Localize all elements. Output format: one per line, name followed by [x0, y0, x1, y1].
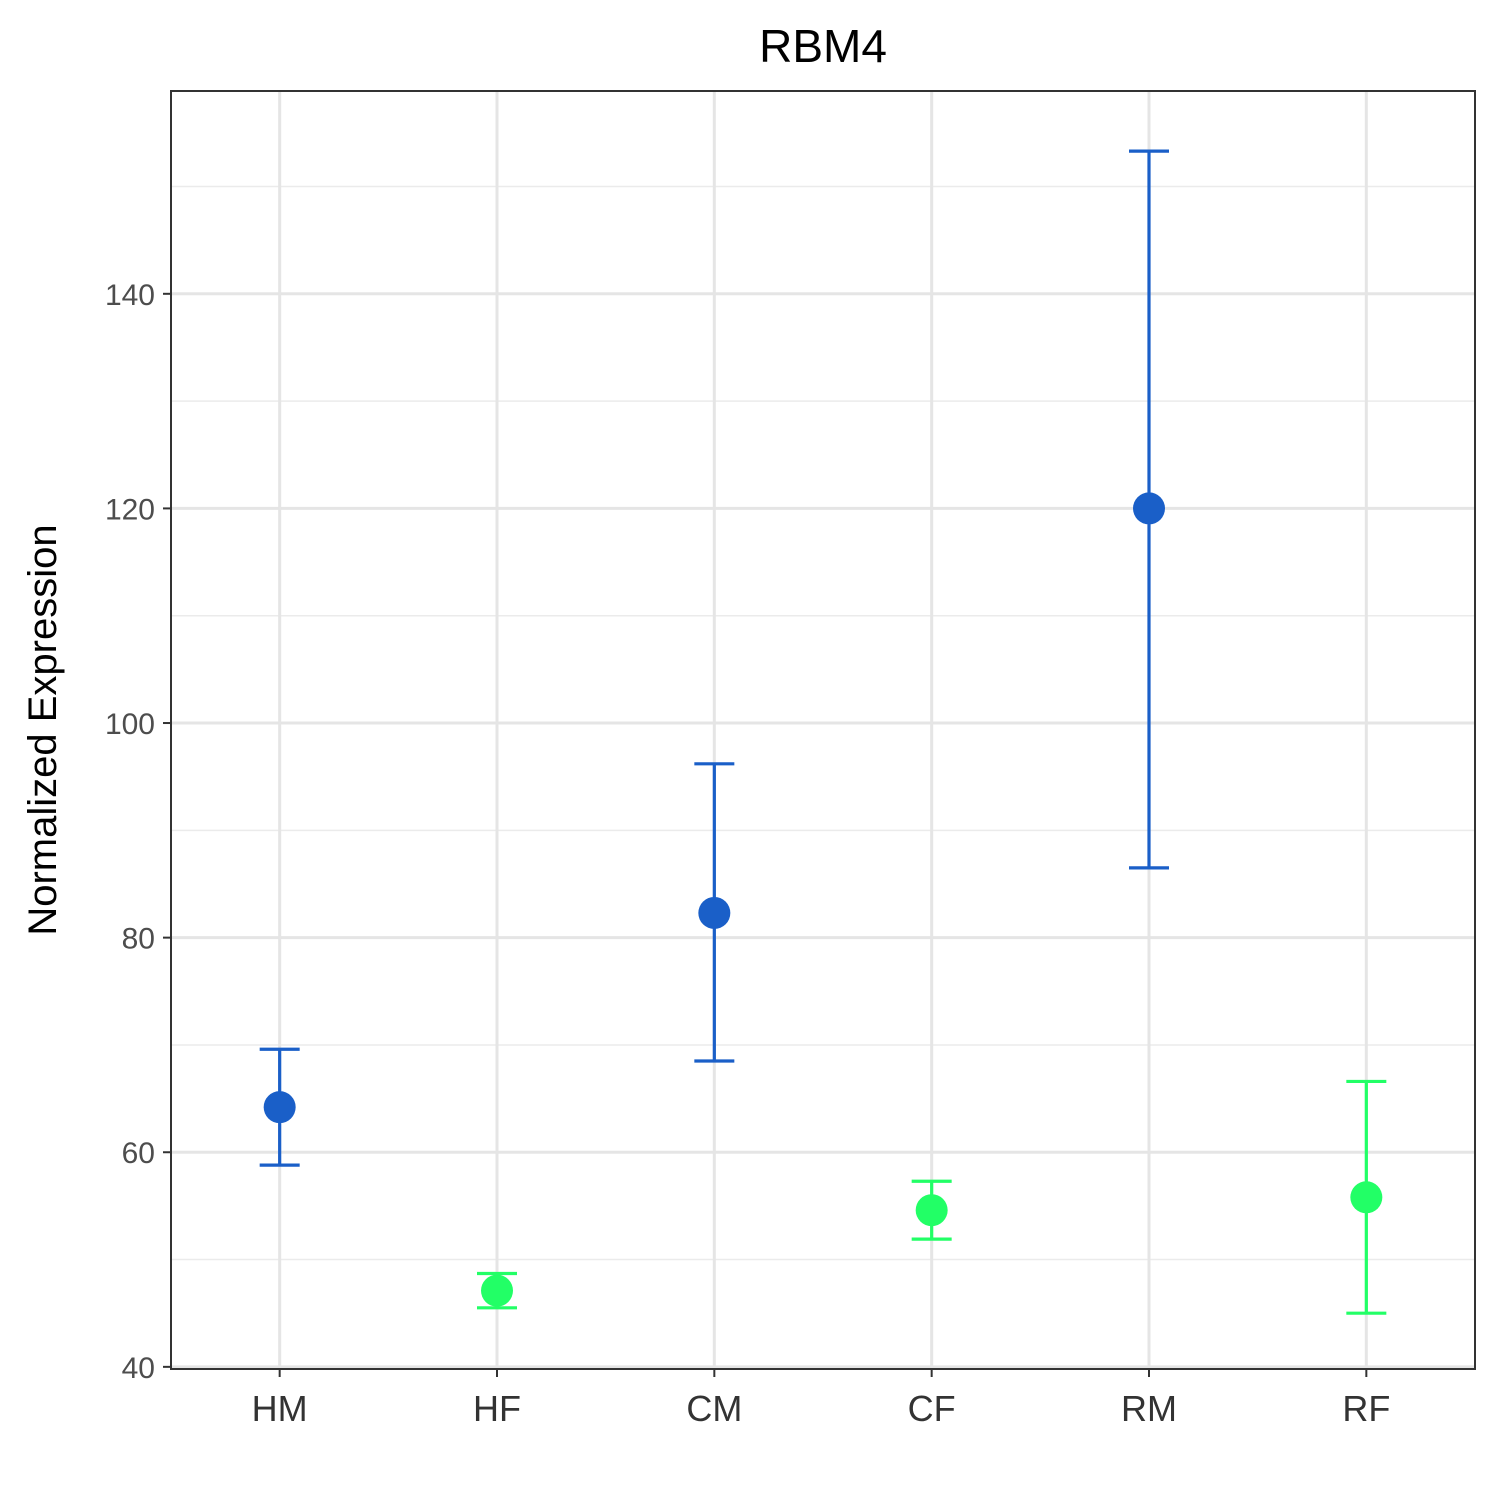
x-tick-label: HF [473, 1388, 521, 1429]
data-point [1133, 492, 1165, 525]
y-axis-label: Normalized Expression [21, 524, 65, 935]
y-tick-label: 100 [105, 708, 155, 741]
panel-border [170, 90, 1476, 1370]
x-tick-label: CF [908, 1388, 956, 1429]
y-tick-label: 120 [105, 493, 155, 526]
data-point [263, 1091, 296, 1124]
x-tick-label: RF [1342, 1388, 1390, 1429]
y-tick-label: 140 [105, 279, 155, 312]
panel-background [171, 91, 1475, 1369]
y-tick-label: 40 [122, 1352, 155, 1385]
y-tick-label: 60 [122, 1137, 155, 1170]
y-tick-label: 80 [122, 923, 155, 956]
x-tick-label: RM [1121, 1388, 1177, 1429]
x-tick-label: CM [686, 1388, 742, 1429]
plot-area: 40 60 80 100 120 140 HM HF CM CF RM RF [105, 90, 1476, 1429]
x-tick-label: HM [252, 1388, 308, 1429]
data-point [698, 896, 731, 929]
data-point [481, 1274, 513, 1307]
data-point [1350, 1181, 1383, 1214]
chart-title: RBM4 [759, 20, 887, 72]
data-point [915, 1194, 948, 1227]
